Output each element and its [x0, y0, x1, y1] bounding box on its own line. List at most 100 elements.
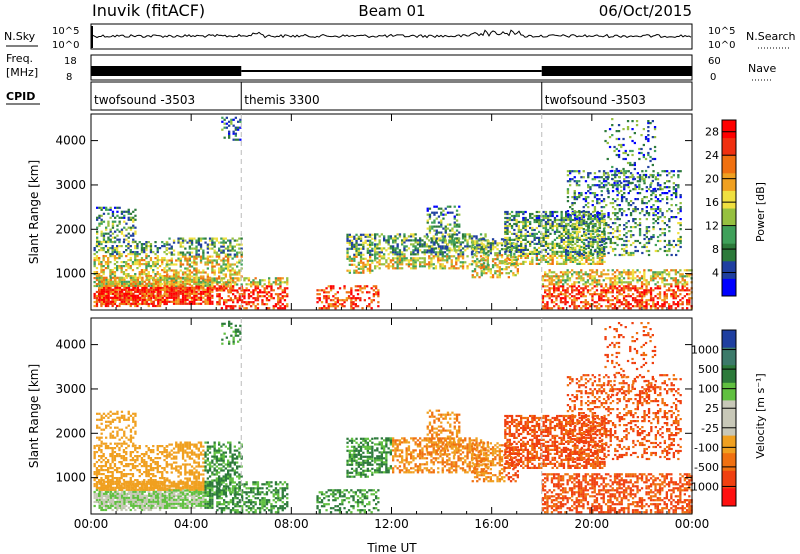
heatmap-cell	[686, 301, 689, 304]
heatmap-cell	[668, 273, 671, 276]
heatmap-cell	[159, 294, 162, 297]
heatmap-cell	[170, 275, 173, 278]
heatmap-cell	[542, 254, 545, 257]
heatmap-cell	[186, 251, 189, 254]
heatmap-cell	[350, 307, 353, 310]
heatmap-cell	[636, 281, 639, 284]
heatmap-cell	[688, 303, 691, 306]
heatmap-cell	[179, 280, 182, 283]
heatmap-cell	[376, 257, 379, 260]
heatmap-cell	[229, 275, 232, 278]
heatmap-cell	[414, 259, 417, 262]
heatmap-cell	[444, 227, 447, 230]
heatmap-cell	[613, 279, 617, 282]
heatmap-cell	[517, 230, 520, 233]
heatmap-cell	[514, 256, 517, 259]
heatmap-cell	[504, 228, 507, 232]
heatmap-cell	[387, 247, 390, 250]
heatmap-cell	[204, 263, 207, 266]
heatmap-cell	[127, 273, 130, 276]
heatmap-cell	[569, 172, 572, 175]
heatmap-cell	[134, 281, 137, 284]
heatmap-cell	[582, 212, 585, 215]
heatmap-cell	[620, 237, 624, 241]
heatmap-cell	[622, 299, 626, 302]
heatmap-cell	[566, 287, 569, 290]
heatmap-cell	[491, 266, 495, 269]
heatmap-cell	[595, 279, 599, 282]
heatmap-cell	[118, 286, 122, 289]
heatmap-cell	[134, 286, 137, 290]
heatmap-cell	[634, 188, 637, 191]
heatmap-cell	[211, 243, 214, 246]
heatmap-cell	[121, 298, 124, 301]
heatmap-cell	[658, 277, 662, 280]
heatmap-cell	[466, 243, 469, 246]
heatmap-cell	[396, 245, 399, 248]
heatmap-cell	[551, 262, 554, 265]
heatmap-cell	[116, 298, 119, 301]
heatmap-cell	[668, 307, 671, 310]
heatmap-cell	[405, 259, 408, 262]
heatmap-cell	[229, 299, 232, 302]
heatmap-cell	[380, 255, 383, 258]
heatmap-cell	[578, 260, 581, 263]
heatmap-cell	[431, 227, 434, 230]
heatmap-cell	[569, 224, 572, 228]
heatmap-cell	[132, 286, 135, 289]
heatmap-cell	[565, 250, 568, 253]
heatmap-cell	[601, 262, 604, 265]
heatmap-cell	[116, 249, 119, 252]
heatmap-cell	[150, 276, 153, 279]
heatmap-cell	[223, 277, 226, 280]
heatmap-cell	[125, 276, 128, 279]
heatmap-cell	[113, 247, 117, 250]
heatmap-cell	[585, 238, 588, 241]
heatmap-cell	[334, 305, 337, 308]
heatmap-cell	[213, 237, 216, 240]
heatmap-cell	[627, 271, 630, 274]
heatmap-cell	[584, 303, 587, 306]
heatmap-cell	[524, 254, 527, 257]
heatmap-cell	[544, 214, 548, 218]
heatmap-cell	[100, 279, 103, 282]
heatmap-cell	[354, 305, 357, 308]
heatmap-cell	[134, 245, 137, 248]
heatmap-cell	[583, 234, 586, 237]
heatmap-cell	[491, 244, 495, 247]
heatmap-cell	[634, 210, 637, 213]
heatmap-cell	[227, 239, 230, 242]
heatmap-cell	[640, 299, 644, 302]
heatmap-cell	[215, 253, 218, 256]
heatmap-cell	[555, 287, 558, 290]
heatmap-cell	[130, 288, 133, 291]
nave-tick-bottom: 0	[710, 72, 716, 83]
heatmap-cell	[243, 307, 246, 310]
heatmap-cell	[227, 291, 230, 294]
heatmap-cell	[225, 307, 228, 310]
heatmap-cell	[549, 224, 552, 228]
heatmap-cell	[98, 276, 101, 279]
heatmap-cell	[535, 262, 538, 265]
heatmap-cell	[553, 285, 556, 288]
heatmap-cell	[506, 210, 509, 214]
heatmap-cell	[261, 295, 264, 298]
heatmap-cell	[596, 226, 599, 230]
heatmap-cell	[589, 254, 593, 257]
heatmap-cell	[643, 279, 646, 282]
heatmap-cell	[683, 295, 686, 298]
heatmap-cell	[569, 256, 572, 259]
heatmap-cell	[159, 286, 162, 289]
heatmap-cell	[215, 287, 218, 290]
heatmap-cell	[607, 196, 610, 199]
heatmap-cell	[645, 305, 648, 308]
heatmap-cell	[265, 303, 269, 306]
heatmap-cell	[362, 241, 365, 244]
heatmap-cell	[629, 281, 632, 284]
heatmap-cell	[489, 270, 492, 273]
heatmap-cell	[127, 300, 131, 303]
heatmap-cell	[186, 279, 189, 282]
heatmap-cell	[449, 235, 452, 238]
heatmap-cell	[551, 222, 554, 226]
heatmap-cell	[346, 255, 349, 258]
